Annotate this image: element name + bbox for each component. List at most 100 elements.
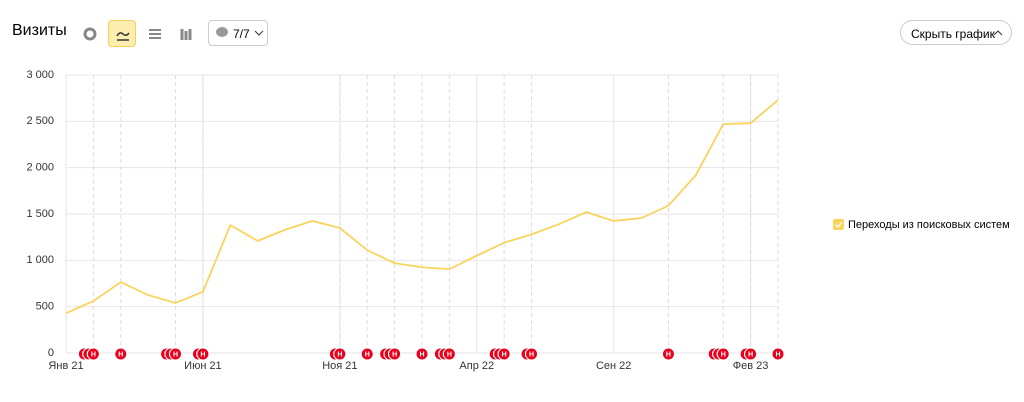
- note-marker: [114, 347, 128, 361]
- legend-swatch: [833, 219, 844, 230]
- note-marker-label: Н: [497, 351, 502, 358]
- note-marker-label: Н: [529, 351, 534, 358]
- y-tick-label: 1 000: [26, 254, 54, 266]
- note-marker: [333, 347, 347, 361]
- bar-chart-button[interactable]: [173, 20, 201, 47]
- note-marker: [739, 347, 753, 361]
- note-marker-label: Н: [775, 351, 780, 358]
- x-tick-label: Сен 22: [596, 360, 631, 372]
- note-marker-label: Н: [716, 351, 721, 358]
- note-marker-label: Н: [442, 351, 447, 358]
- note-marker: [438, 347, 452, 361]
- note-marker: [661, 347, 675, 361]
- note-marker: [77, 347, 91, 361]
- y-tick-label: 0: [48, 347, 54, 359]
- note-marker: [744, 347, 758, 361]
- note-marker-label: Н: [666, 351, 671, 358]
- x-tick-label: Июн 21: [184, 360, 222, 372]
- x-tick-label: Янв 21: [48, 360, 83, 372]
- note-marker-label: Н: [82, 351, 87, 358]
- note-marker: [360, 347, 374, 361]
- note-marker: [388, 347, 402, 361]
- note-marker: [493, 347, 507, 361]
- note-markers: Н: [415, 347, 429, 361]
- note-marker-label: Н: [502, 351, 507, 358]
- note-marker-label: Н: [337, 351, 342, 358]
- note-marker: [712, 347, 726, 361]
- note-marker: [488, 347, 502, 361]
- note-marker-label: Н: [744, 351, 749, 358]
- note-marker-label: Н: [200, 351, 205, 358]
- page-title: Визиты: [12, 22, 67, 39]
- note-marker-label: Н: [333, 351, 338, 358]
- note-marker: [433, 347, 447, 361]
- x-tick-label: Ноя 21: [322, 360, 357, 372]
- note-marker: [82, 347, 96, 361]
- note-marker-label: Н: [419, 351, 424, 358]
- note-marker: [169, 347, 183, 361]
- note-marker-label: Н: [447, 351, 452, 358]
- note-marker: [771, 347, 785, 361]
- note-marker-label: Н: [721, 351, 726, 358]
- note-markers: Н: [360, 347, 374, 361]
- note-marker: [328, 347, 342, 361]
- note-markers: Н: [661, 347, 675, 361]
- note-marker-label: Н: [365, 351, 370, 358]
- note-marker-label: Н: [392, 351, 397, 358]
- notes-count: 7/7: [233, 27, 250, 41]
- note-marker-label: Н: [91, 351, 96, 358]
- note-marker: [707, 347, 721, 361]
- note-marker: [383, 347, 397, 361]
- note-marker-label: Н: [493, 351, 498, 358]
- y-tick-label: 500: [36, 301, 54, 313]
- note-marker-label: Н: [748, 351, 753, 358]
- note-marker: [160, 347, 174, 361]
- note-marker-label: Н: [118, 351, 123, 358]
- x-tick-label: Фев 23: [733, 360, 769, 372]
- note-marker: [525, 347, 539, 361]
- line-chart-button[interactable]: [108, 20, 136, 47]
- note-marker: [196, 347, 210, 361]
- note-marker: [520, 347, 534, 361]
- note-marker-label: Н: [196, 351, 201, 358]
- note-marker: [716, 347, 730, 361]
- note-marker: [497, 347, 511, 361]
- x-tick-label: Апр 22: [459, 360, 494, 372]
- y-tick-label: 3 000: [26, 69, 54, 81]
- note-marker: [191, 347, 205, 361]
- note-markers: Н: [771, 347, 785, 361]
- hide-chart-label: Скрыть график: [911, 27, 995, 41]
- note-marker-label: Н: [525, 351, 530, 358]
- note-marker: [379, 347, 393, 361]
- legend-check: [835, 221, 843, 229]
- note-markers: Н: [114, 347, 128, 361]
- y-tick-label: 2 000: [26, 162, 54, 174]
- note-marker-label: Н: [438, 351, 443, 358]
- note-marker: [164, 347, 178, 361]
- hide-chart-button[interactable]: Скрыть график: [900, 20, 1012, 45]
- note-marker-label: Н: [164, 351, 169, 358]
- y-tick-label: 2 500: [26, 115, 54, 127]
- series-line: [65, 99, 779, 314]
- legend-label: Переходы из поисковых систем: [848, 219, 1010, 231]
- note-marker-label: Н: [173, 351, 178, 358]
- pie-chart-button[interactable]: [76, 20, 104, 47]
- note-marker: [442, 347, 456, 361]
- note-marker: [415, 347, 429, 361]
- note-marker-label: Н: [86, 351, 91, 358]
- notes-dropdown[interactable]: 7/7: [208, 20, 268, 46]
- note-marker-label: Н: [388, 351, 393, 358]
- area-chart-button[interactable]: [141, 20, 169, 47]
